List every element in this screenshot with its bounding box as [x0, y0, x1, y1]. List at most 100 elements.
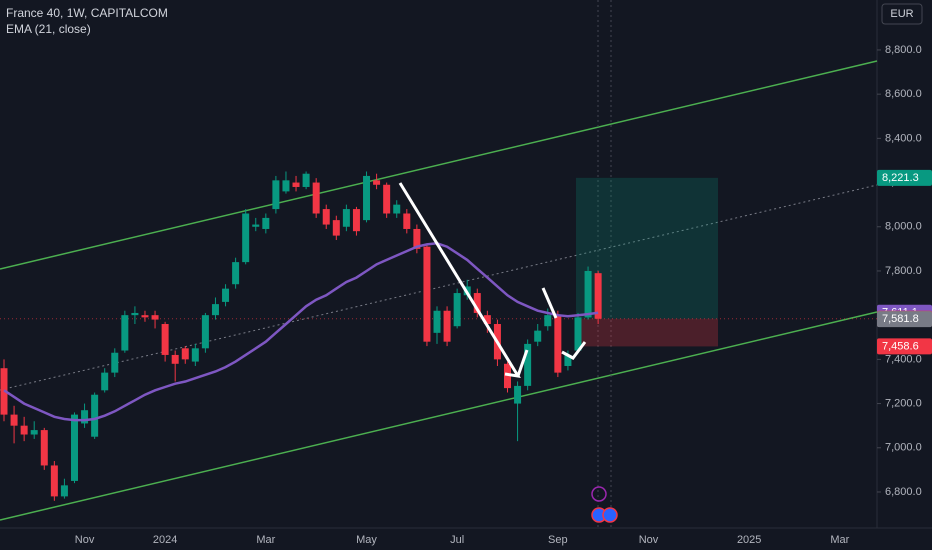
y-tick-label: 8,600.0 — [885, 88, 922, 100]
candle-body — [524, 343, 532, 386]
candle-body — [211, 304, 219, 316]
price-label: 7,458.6 — [882, 340, 919, 352]
candle-body — [191, 348, 199, 362]
y-tick-label: 6,800.0 — [885, 486, 922, 498]
plot — [0, 171, 877, 501]
candle-body — [504, 363, 511, 389]
candle-body — [20, 425, 28, 435]
drawn-line — [561, 341, 587, 360]
price-label: 8,221.3 — [882, 172, 919, 184]
candle-body — [443, 310, 451, 342]
position-loss — [576, 318, 718, 347]
candle-body — [232, 262, 240, 285]
x-tick-label: May — [356, 534, 377, 546]
x-tick-label: Mar — [830, 534, 849, 546]
candle-body — [222, 288, 230, 302]
candle-body — [292, 182, 300, 187]
candle-body — [40, 430, 48, 466]
candle-body — [554, 315, 562, 373]
candle-body — [171, 354, 179, 364]
candle-body — [302, 173, 310, 187]
x-tick-label: 2025 — [737, 534, 761, 546]
candle-body — [433, 310, 441, 333]
candle-body — [403, 213, 411, 229]
candle-body — [332, 220, 340, 236]
candle-body — [342, 209, 350, 227]
candle-body — [151, 315, 159, 320]
y-tick-label: 8,400.0 — [885, 132, 922, 144]
drawn-line — [516, 349, 529, 377]
candle-body — [81, 410, 89, 424]
ema-line — [3, 242, 599, 422]
candle-body — [181, 348, 189, 360]
x-tick-label: Nov — [75, 534, 95, 546]
candle-body — [453, 293, 461, 327]
candle-body — [272, 180, 280, 210]
x-tick-label: Jul — [450, 534, 464, 546]
candle-body — [413, 228, 421, 249]
price-label-box — [877, 169, 932, 186]
x-tick-label: Nov — [639, 534, 659, 546]
candle-body — [483, 315, 491, 325]
candle-body — [282, 180, 290, 192]
channel-lower — [0, 311, 878, 521]
drawings — [0, 0, 878, 528]
price-label-box — [877, 311, 932, 328]
y-tick-label: 7,400.0 — [885, 353, 922, 365]
candle-body — [473, 293, 481, 313]
currency-box[interactable] — [881, 3, 923, 25]
price-label-box — [877, 338, 932, 355]
candle-body — [50, 465, 58, 497]
candle-body — [514, 385, 522, 404]
candle-body — [252, 224, 260, 227]
candle-body — [312, 182, 320, 214]
candle-body — [242, 213, 250, 263]
trend-drawings — [398, 182, 587, 378]
y-tick-label: 7,200.0 — [885, 397, 922, 409]
candle-body — [30, 430, 38, 435]
candle-body — [564, 354, 572, 366]
candle-body — [201, 315, 209, 349]
candle-body — [131, 312, 139, 316]
currency-label[interactable]: EUR — [890, 8, 913, 20]
candle-body — [393, 204, 401, 214]
candle-body — [111, 352, 119, 373]
candle-body — [322, 209, 330, 225]
y-tick-label: 7,800.0 — [885, 265, 922, 277]
candle-body — [594, 273, 602, 319]
channel-mid — [0, 184, 878, 391]
candle-body — [91, 394, 99, 437]
candle-body — [383, 184, 391, 214]
candle-body — [373, 180, 381, 185]
candle-body — [121, 315, 129, 351]
x-tick-label: Mar — [256, 534, 275, 546]
candle-body — [161, 324, 169, 355]
y-tick-label: 8,000.0 — [885, 221, 922, 233]
candle-body — [584, 270, 592, 318]
x-tick-label: Sep — [548, 534, 568, 546]
candle-body — [262, 217, 270, 229]
candle-body — [363, 175, 371, 221]
price-label: 7,581.8 — [882, 313, 919, 325]
channel-upper — [0, 60, 878, 270]
candle-body — [141, 315, 149, 318]
candle-body — [60, 485, 68, 497]
candle-body — [544, 315, 552, 327]
indicator-label: EMA (21, close) — [6, 22, 91, 36]
x-tick-label: 2024 — [153, 534, 177, 546]
candle-body — [352, 209, 360, 232]
candle-body — [101, 372, 109, 391]
event-icon[interactable] — [591, 486, 607, 502]
y-tick-label: 8,800.0 — [885, 44, 922, 56]
chart-title: France 40, 1W, CAPITALCOM — [6, 6, 168, 20]
candle-body — [534, 330, 542, 342]
candle-body — [10, 414, 18, 426]
event-icon[interactable] — [602, 507, 618, 523]
candle-body — [423, 246, 431, 342]
drawn-line — [541, 287, 558, 319]
candle-body — [70, 414, 78, 481]
candle-body — [574, 317, 582, 351]
